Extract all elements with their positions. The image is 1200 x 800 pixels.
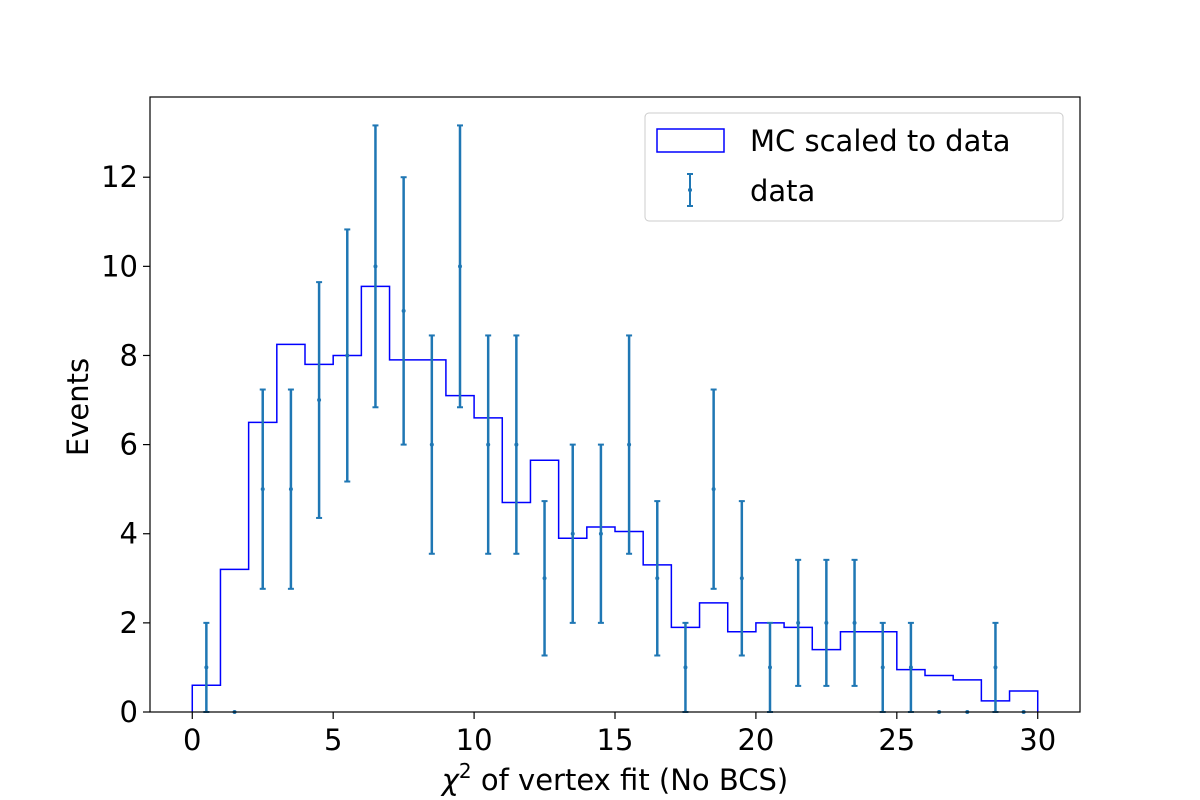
data-marker — [824, 620, 829, 625]
data-point — [992, 621, 999, 713]
data-marker — [288, 487, 293, 492]
data-marker — [204, 665, 209, 670]
data-point — [682, 621, 689, 713]
data-marker — [796, 620, 801, 625]
data-point — [400, 176, 407, 446]
data-point — [541, 500, 548, 657]
legend-marker-data — [687, 173, 693, 207]
data-marker — [908, 665, 913, 670]
data-point — [851, 558, 858, 687]
x-ticks: 0 5 10 15 20 25 30 — [183, 712, 1056, 757]
data-point — [597, 443, 604, 624]
data-marker — [373, 264, 378, 269]
data-marker — [880, 665, 885, 670]
y-tick-label: 10 — [101, 249, 138, 283]
data-point — [259, 388, 266, 590]
x-tick-label: 30 — [1019, 723, 1056, 757]
data-marker — [542, 576, 547, 581]
y-tick-label: 12 — [101, 160, 138, 194]
y-ticks: 0 2 4 6 8 10 12 — [101, 160, 150, 729]
data-point — [203, 621, 210, 713]
data-point — [626, 334, 633, 555]
data-point — [485, 334, 492, 555]
legend-box — [644, 112, 1064, 222]
y-tick-label: 4 — [120, 517, 138, 551]
data-marker — [627, 442, 632, 447]
data-point — [372, 124, 379, 409]
data-point — [710, 388, 717, 590]
data-marker — [993, 665, 998, 670]
y-tick-label: 0 — [120, 695, 138, 729]
data-marker — [852, 620, 857, 625]
data-marker — [711, 487, 716, 492]
data-marker — [458, 264, 462, 269]
x-tick-label: 25 — [878, 723, 915, 757]
x-axis-title-rest: of vertex fit (No BCS) — [472, 763, 789, 797]
data-marker — [514, 442, 519, 447]
data-point — [795, 558, 802, 687]
x-tick-label: 20 — [737, 723, 774, 757]
data-marker — [683, 665, 688, 670]
legend-label-data: data — [750, 174, 815, 208]
data-point — [767, 621, 773, 713]
legend-label-mc: MC scaled to data — [750, 124, 1011, 158]
data-marker — [739, 576, 744, 581]
data-point — [344, 228, 351, 483]
data-marker — [429, 442, 434, 447]
data-point — [513, 334, 520, 555]
data-point — [287, 388, 294, 590]
data-marker — [260, 487, 265, 492]
data-marker — [486, 442, 491, 447]
mc-step-histogram — [191, 285, 1039, 712]
x-axis-superscript: 2 — [459, 759, 472, 783]
data-layer — [191, 124, 1039, 714]
y-axis-title: Events — [61, 358, 95, 456]
data-marker — [570, 531, 575, 536]
data-marker — [401, 308, 406, 313]
data-marker — [768, 665, 772, 670]
x-tick-label: 0 — [183, 723, 201, 757]
y-tick-label: 6 — [120, 428, 138, 462]
data-marker — [317, 398, 322, 403]
data-point — [316, 281, 323, 519]
x-axis-symbol: χ — [440, 763, 461, 797]
x-tick-label: 5 — [324, 723, 342, 757]
y-tick-label: 8 — [120, 338, 138, 372]
data-point — [569, 443, 576, 624]
data-point — [823, 558, 830, 687]
data-marker — [655, 576, 660, 581]
data-point — [428, 334, 435, 555]
data-point — [907, 621, 914, 713]
x-tick-label: 10 — [456, 723, 493, 757]
data-point — [738, 500, 745, 657]
data-point — [457, 124, 463, 409]
data-marker — [345, 353, 350, 358]
legend: MC scaled to data data — [644, 112, 1064, 222]
data-point — [654, 500, 661, 657]
y-tick-label: 2 — [120, 606, 138, 640]
legend-swatch-mc — [656, 128, 725, 153]
x-tick-label: 15 — [597, 723, 634, 757]
data-marker — [598, 531, 603, 536]
data-point — [879, 621, 886, 713]
plot-frame — [149, 96, 1081, 713]
x-axis-title: χ2 of vertex fit (No BCS) — [440, 759, 789, 797]
